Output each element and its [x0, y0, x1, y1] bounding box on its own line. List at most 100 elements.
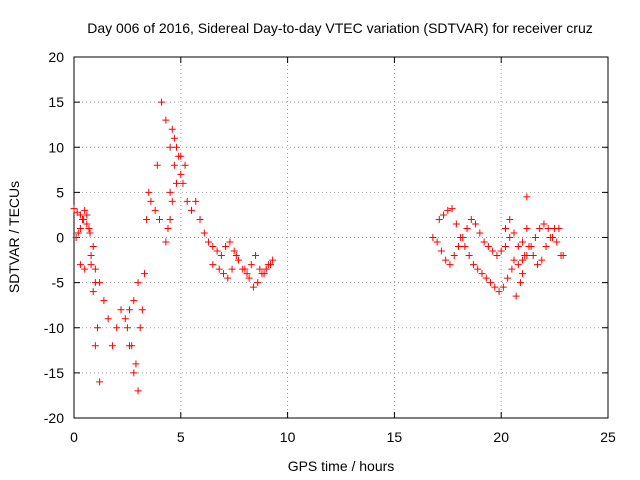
data-point: [162, 238, 170, 246]
data-point: [484, 243, 492, 251]
data-point: [173, 179, 181, 187]
data-point: [529, 252, 537, 260]
data-point: [228, 265, 236, 273]
data-point: [252, 252, 260, 260]
data-point: [117, 306, 125, 314]
data-point: [499, 283, 507, 291]
data-point: [151, 206, 159, 214]
data-point: [444, 206, 452, 214]
data-point: [506, 215, 514, 223]
data-point: [140, 270, 148, 278]
data-point: [91, 342, 99, 350]
data-point: [192, 197, 200, 205]
data-point: [134, 279, 142, 287]
x-axis-label: GPS time / hours: [288, 458, 395, 474]
y-tick-label: 20: [48, 49, 64, 65]
x-tick-label: 20: [493, 429, 509, 445]
data-point: [510, 229, 518, 237]
data-point: [128, 342, 136, 350]
data-point: [147, 197, 155, 205]
data-point: [508, 265, 516, 273]
data-point: [170, 134, 178, 142]
data-point: [489, 247, 497, 255]
data-point: [76, 224, 84, 232]
data-point: [542, 243, 550, 251]
data-point: [76, 211, 84, 219]
data-point: [213, 247, 221, 255]
data-point: [230, 247, 238, 255]
data-point: [86, 229, 94, 237]
data-point: [258, 270, 266, 278]
data-point: [472, 220, 480, 228]
data-point: [89, 288, 97, 296]
data-point: [440, 211, 448, 219]
data-point: [145, 188, 153, 196]
data-point: [452, 220, 460, 228]
data-point: [81, 265, 89, 273]
data-point: [523, 224, 531, 232]
data-point: [153, 161, 161, 169]
data-point: [536, 224, 544, 232]
axis-ticks: [73, 56, 609, 419]
data-point: [249, 283, 257, 291]
data-point: [478, 270, 486, 278]
data-point: [177, 170, 185, 178]
data-point: [76, 261, 84, 269]
data-point: [433, 238, 441, 246]
data-point: [493, 252, 501, 260]
data-point: [224, 274, 232, 282]
data-point: [183, 197, 191, 205]
data-point: [534, 261, 542, 269]
data-point: [465, 252, 473, 260]
data-point: [519, 270, 527, 278]
data-point: [480, 238, 488, 246]
data-points: [70, 98, 567, 395]
x-tick-label: 15: [387, 429, 403, 445]
data-point: [74, 229, 82, 237]
data-point: [519, 256, 527, 264]
y-tick-labels: -20 -15 -10 -5 0 5 10 15 20: [44, 49, 64, 426]
data-point: [138, 306, 146, 314]
y-tick-label: 10: [48, 139, 64, 155]
data-point: [497, 247, 505, 255]
data-point: [540, 220, 548, 228]
data-point: [487, 279, 495, 287]
chart-title: Day 006 of 2016, Sidereal Day-to-day VTE…: [87, 20, 593, 36]
data-point: [461, 243, 469, 251]
data-point: [506, 234, 514, 241]
data-point: [130, 297, 138, 305]
data-point: [495, 288, 503, 296]
data-point: [267, 261, 275, 269]
data-point: [166, 143, 174, 151]
data-point: [559, 252, 567, 260]
data-point: [512, 292, 520, 300]
data-point: [175, 152, 183, 160]
x-tick-label: 5: [177, 429, 185, 445]
data-point: [247, 261, 255, 269]
data-point: [100, 297, 108, 305]
data-point: [269, 256, 277, 264]
data-point: [89, 243, 97, 251]
data-point: [482, 274, 490, 282]
data-point: [519, 238, 527, 246]
data-point: [130, 369, 138, 377]
data-point: [196, 215, 204, 223]
data-point: [96, 378, 104, 386]
data-point: [179, 179, 187, 187]
data-point: [226, 238, 234, 246]
data-point: [256, 265, 264, 273]
x-tick-label: 10: [280, 429, 296, 445]
data-point: [232, 252, 240, 260]
data-point: [170, 161, 178, 169]
data-point: [72, 234, 80, 241]
data-point: [501, 224, 509, 232]
data-point: [70, 205, 78, 213]
data-point: [553, 238, 561, 246]
data-point: [448, 205, 456, 213]
data-point: [220, 270, 228, 278]
data-point: [504, 274, 512, 282]
data-point: [476, 229, 484, 237]
data-point: [222, 243, 230, 251]
data-point: [254, 279, 262, 287]
data-point: [81, 206, 89, 214]
